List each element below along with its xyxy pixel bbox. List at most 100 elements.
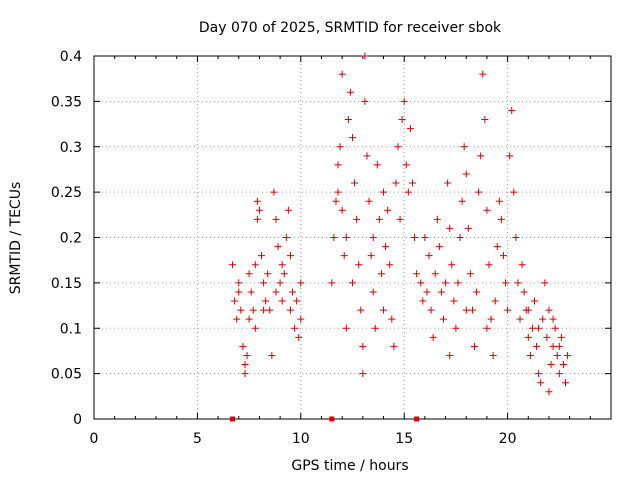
data-point	[502, 279, 510, 287]
data-point	[471, 342, 479, 350]
data-point	[485, 261, 493, 269]
data-point	[247, 288, 255, 296]
data-point	[278, 297, 286, 305]
data-point	[359, 370, 367, 378]
data-point	[330, 234, 338, 241]
data-point	[400, 97, 408, 105]
data-point	[425, 252, 433, 260]
data-point	[239, 342, 247, 350]
data-point	[371, 324, 379, 332]
data-point	[429, 333, 437, 341]
data-point	[456, 234, 464, 241]
data-point	[276, 279, 284, 287]
chart-title: Day 070 of 2025, SRMTID for receiver sbo…	[199, 20, 502, 36]
data-point	[495, 197, 503, 205]
data-point	[506, 152, 514, 160]
data-point	[493, 243, 501, 251]
data-point	[280, 270, 288, 278]
y-tick-label: 0.1	[60, 321, 82, 337]
y-tick-label: 0.4	[60, 49, 82, 65]
y-tick-label: 0.35	[51, 94, 82, 110]
data-point	[380, 188, 388, 196]
data-point	[342, 234, 350, 241]
zero-marker	[329, 416, 335, 422]
data-point	[413, 270, 421, 278]
data-point	[473, 288, 481, 296]
data-point	[514, 279, 522, 287]
data-point	[346, 88, 354, 96]
data-point	[241, 370, 249, 378]
data-point	[394, 143, 402, 151]
data-point	[282, 234, 290, 241]
data-point	[528, 324, 536, 332]
data-point	[508, 106, 516, 114]
data-point	[535, 324, 543, 332]
data-point	[526, 351, 534, 359]
data-point	[332, 197, 340, 205]
data-point	[258, 252, 266, 260]
data-point	[286, 252, 294, 260]
data-point	[291, 324, 299, 332]
data-point	[539, 315, 547, 323]
data-point	[245, 270, 253, 278]
data-point	[518, 261, 526, 269]
data-point	[235, 279, 243, 287]
data-point	[363, 152, 371, 160]
data-point	[559, 361, 567, 369]
data-point	[388, 315, 396, 323]
data-point	[334, 161, 342, 169]
data-point	[555, 342, 563, 350]
data-point	[245, 315, 253, 323]
data-point	[512, 234, 520, 241]
data-point	[344, 116, 352, 124]
data-point	[460, 143, 468, 151]
data-point	[545, 306, 553, 314]
y-axis-label: SRMTID / TECUs	[8, 182, 24, 295]
data-point	[384, 206, 392, 214]
data-point	[408, 179, 416, 187]
data-point	[437, 288, 445, 296]
data-point	[255, 206, 263, 214]
data-point	[359, 342, 367, 350]
x-tick-label: 0	[90, 431, 99, 447]
data-point	[520, 288, 528, 296]
data-point	[510, 188, 518, 196]
data-point	[446, 351, 454, 359]
data-point	[251, 261, 259, 269]
data-point	[450, 297, 458, 305]
data-point	[340, 252, 348, 260]
data-point	[295, 333, 303, 341]
data-point	[483, 324, 491, 332]
data-point	[367, 252, 375, 260]
data-point	[404, 188, 412, 196]
data-point	[553, 351, 561, 359]
data-point	[477, 152, 485, 160]
data-point	[406, 125, 414, 133]
y-tick-label: 0.25	[51, 185, 82, 201]
data-point	[289, 288, 297, 296]
data-point	[491, 297, 499, 305]
data-point	[487, 315, 495, 323]
data-point	[435, 243, 443, 251]
data-point	[353, 215, 361, 223]
data-point	[262, 297, 270, 305]
data-point	[454, 279, 462, 287]
data-point	[442, 279, 450, 287]
data-point	[446, 224, 454, 232]
data-point	[253, 197, 261, 205]
data-point	[411, 234, 419, 241]
y-tick-label: 0.05	[51, 367, 82, 383]
data-point	[355, 261, 363, 269]
data-point	[464, 224, 472, 232]
data-point	[373, 161, 381, 169]
data-point	[547, 361, 555, 369]
data-point	[293, 297, 301, 305]
data-point	[375, 215, 383, 223]
data-point	[524, 333, 532, 341]
data-point	[377, 270, 385, 278]
data-point	[231, 297, 239, 305]
data-point	[468, 306, 476, 314]
data-point	[392, 179, 400, 187]
data-point	[264, 270, 272, 278]
y-tick-label: 0.2	[60, 231, 82, 247]
